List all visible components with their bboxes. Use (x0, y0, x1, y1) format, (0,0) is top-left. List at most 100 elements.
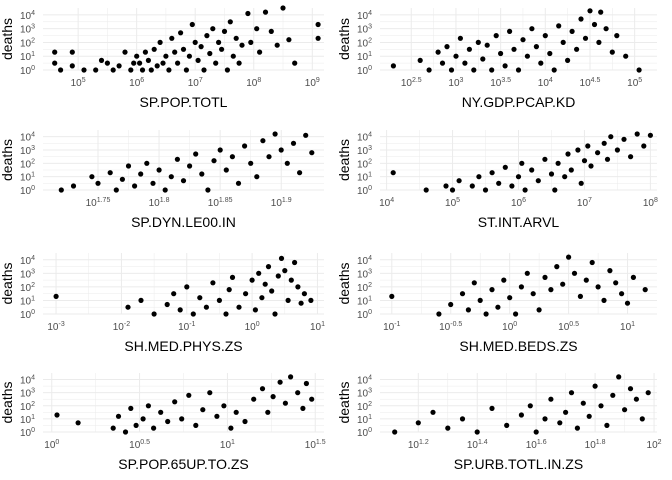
data-point (214, 413, 220, 419)
data-point (285, 297, 291, 303)
data-point (303, 132, 309, 138)
data-point (128, 405, 134, 411)
data-point (445, 425, 451, 431)
data-point (519, 160, 525, 166)
data-point (265, 264, 272, 270)
data-point (298, 300, 304, 306)
data-point (489, 170, 495, 176)
data-points (53, 255, 314, 317)
data-point (110, 425, 116, 431)
data-point (268, 28, 274, 34)
data-point (581, 158, 588, 164)
data-point (439, 60, 446, 66)
data-point (568, 390, 575, 396)
data-point (184, 284, 190, 290)
data-point (272, 131, 278, 137)
x-tick-label: 10-1 (178, 321, 195, 333)
data-point (213, 60, 219, 66)
data-point (278, 147, 284, 153)
data-point (137, 60, 143, 66)
data-point (58, 67, 64, 73)
x-tick-label: 100 (44, 439, 59, 451)
data-point (603, 26, 609, 32)
data-point (571, 270, 578, 276)
data-point (548, 396, 554, 402)
data-point (223, 167, 229, 173)
data-point (574, 46, 580, 52)
data-point (262, 9, 269, 15)
data-point (180, 178, 187, 184)
data-point (569, 28, 575, 34)
x-tick-label: 108 (246, 77, 261, 89)
data-point (251, 396, 257, 402)
y-tick-label: 100 (20, 65, 35, 77)
data-point (624, 300, 631, 306)
data-point (484, 42, 490, 48)
data-point (417, 57, 423, 64)
y-tick-label: 102 (20, 282, 35, 294)
data-point (158, 409, 164, 415)
data-point (601, 140, 607, 146)
y-tick-label: 102 (357, 37, 372, 49)
data-point (98, 57, 105, 64)
data-point (131, 60, 137, 66)
data-point (554, 264, 560, 270)
data-point (262, 281, 268, 287)
data-point (248, 39, 254, 46)
data-point (515, 67, 522, 73)
y-tick-label: 104 (20, 10, 35, 22)
data-point (157, 39, 163, 46)
data-point (140, 416, 146, 422)
data-point (315, 35, 321, 41)
data-point (274, 42, 280, 48)
data-point (390, 63, 396, 69)
data-point (301, 291, 307, 297)
data-point (647, 132, 654, 138)
data-point (203, 304, 209, 310)
data-point (252, 307, 258, 313)
data-point (58, 187, 64, 193)
data-point (193, 422, 199, 428)
x-tick-label: 10-0.5 (439, 321, 462, 333)
y-tick-label: 104 (357, 132, 372, 144)
x-axis-title: NY.GDP.PCAP.KD (462, 94, 576, 110)
x-tick-label: 10-3 (47, 321, 64, 333)
data-point (107, 170, 113, 176)
y-tick-label: 100 (357, 65, 372, 77)
data-point (475, 39, 481, 46)
data-point (548, 171, 555, 177)
data-point (226, 287, 232, 293)
data-point (392, 429, 398, 435)
data-point (204, 33, 210, 39)
x-axis-title: ST.INT.ARVL (478, 214, 560, 230)
data-point (482, 187, 489, 193)
data-point (591, 21, 598, 28)
major-gridlines (43, 8, 324, 71)
y-tick-label: 102 (357, 158, 372, 170)
data-points (58, 131, 315, 193)
major-gridlines (380, 373, 657, 433)
y-tick-label: 104 (357, 10, 372, 22)
data-point (162, 187, 168, 193)
minor-gridlines (43, 130, 324, 190)
x-axis-title: SP.URB.TOTL.IN.ZS (454, 456, 583, 472)
x-tick-label: 101.85 (208, 197, 233, 209)
data-point (236, 304, 242, 310)
x-tick-label: 101.8 (585, 439, 606, 451)
data-point (199, 171, 205, 177)
y-tick-label: 101 (20, 172, 35, 184)
data-point (286, 37, 292, 43)
x-tick-label: 100.5 (558, 321, 579, 333)
data-point (453, 53, 459, 59)
data-point (563, 409, 569, 415)
data-point (125, 304, 131, 310)
data-point (257, 49, 263, 55)
data-point (151, 46, 157, 52)
data-point (560, 281, 566, 287)
data-point (469, 183, 475, 189)
scatter-panel-7: 100 100.5 101 101.5100101102103104SP.POP.65… (0, 373, 326, 472)
data-point (642, 287, 648, 293)
data-points (54, 374, 315, 435)
x-axis-title: SP.POP.TOTL (140, 94, 228, 110)
x-tick-label: 101.5 (305, 439, 326, 451)
